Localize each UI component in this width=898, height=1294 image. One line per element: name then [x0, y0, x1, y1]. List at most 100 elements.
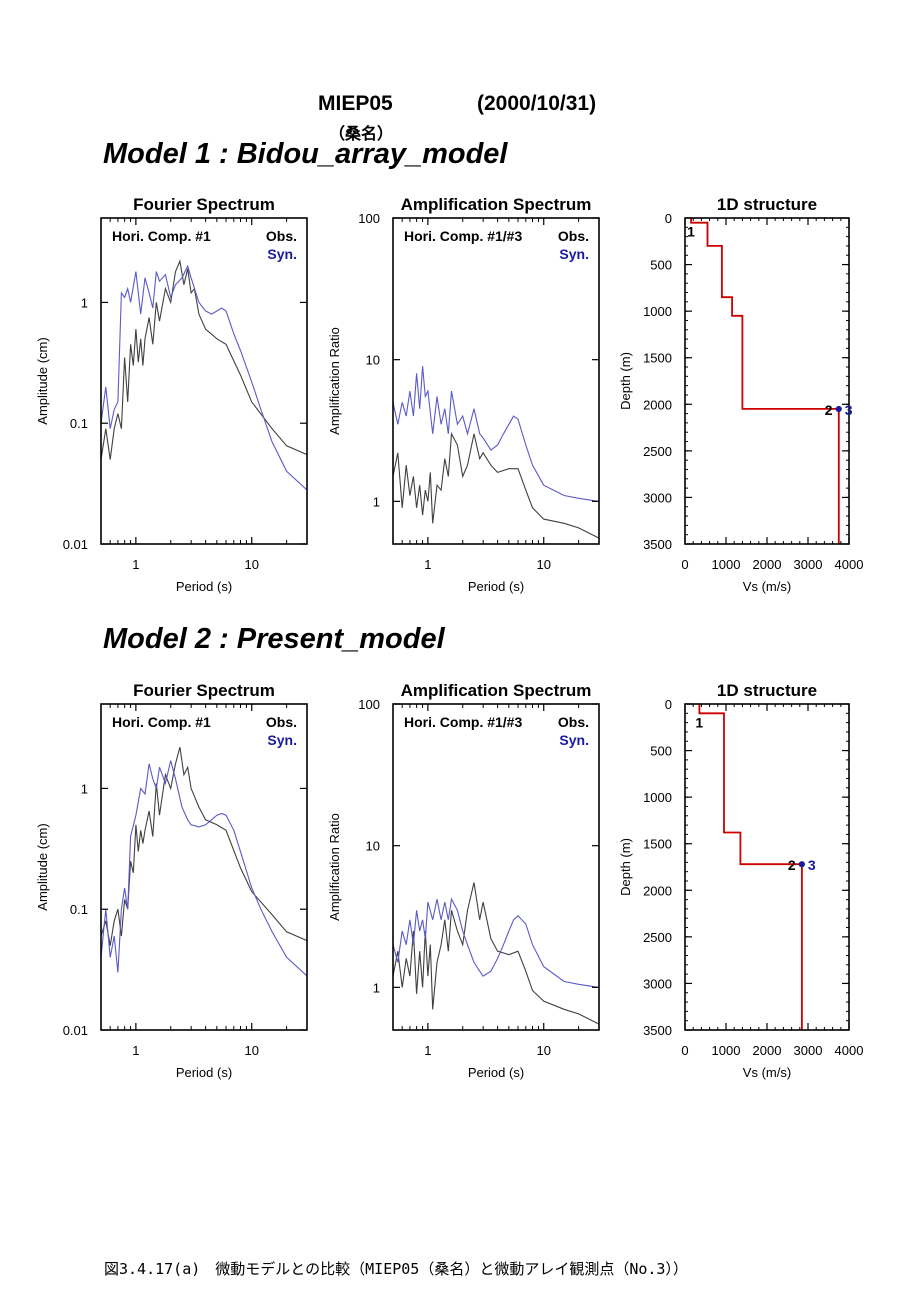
chart-m2-amplification-legend-syn: Syn. [559, 732, 589, 748]
chart-m2-structure-ytick-label: 0 [665, 697, 672, 712]
chart-m2-structure-ytick-label: 3500 [643, 1023, 672, 1038]
chart-m2-amplification-legend-obs: Obs. [558, 714, 589, 730]
chart-m2-structure-xtick-label: 2000 [753, 1043, 782, 1058]
chart-m2-amplification-ytick-label: 10 [366, 839, 380, 854]
chart-m2-fourier-legend-syn: Syn. [267, 732, 297, 748]
chart-m2-amplification-ytick-label: 100 [358, 697, 380, 712]
chart-m1-amplification-ytick-label: 10 [366, 353, 380, 368]
chart-m1-structure-ytick-label: 3000 [643, 490, 672, 505]
chart-m1-structure-ytick-label: 1500 [643, 351, 672, 366]
chart-m1-structure-ytick-label: 0 [665, 211, 672, 226]
chart-m2-structure-ytick-label: 500 [650, 744, 672, 759]
chart-m1-amplification-ytick-label: 100 [358, 211, 380, 226]
chart-m1-fourier-frame [100, 217, 308, 545]
chart-m1-amplification-xtick-label: 1 [424, 557, 431, 572]
chart-m2-fourier-xlabel: Period (s) [176, 1065, 232, 1080]
chart-m2-structure-annotation-3: 3 [808, 857, 816, 873]
chart-m2-fourier-ylabel: Amplitude (cm) [35, 823, 50, 910]
chart-m2-structure-title: 1D structure [717, 681, 817, 700]
chart-m2-structure-ytick-label: 1000 [643, 790, 672, 805]
chart-m1-structure-ytick-label: 1000 [643, 304, 672, 319]
chart-m2-amplification-xtick-label: 10 [536, 1043, 550, 1058]
model-2-title: Model 2 : Present_model [103, 623, 445, 655]
chart-m1-structure-series-vs-profile [690, 218, 840, 544]
chart-m1-structure-annotation-1: 1 [687, 224, 695, 240]
chart-m1-structure-ytick-label: 500 [650, 258, 672, 273]
chart-m2-fourier-frame [100, 703, 308, 1031]
chart-m1-structure-xtick-label: 1000 [712, 557, 741, 572]
chart-m1-fourier-series-syn [101, 264, 307, 491]
chart-m2-amplification-inner-label: Hori. Comp. #1/#3 [404, 714, 522, 730]
chart-m2-structure-frame [684, 703, 850, 1031]
station-code: MIEP05 [318, 92, 393, 115]
chart-m1-fourier-xtick-label: 10 [244, 557, 258, 572]
figure-caption: 図3.4.17(a) 微動モデルとの比較（MIEP05（桑名）と微動アレイ観測点… [104, 1260, 688, 1278]
chart-m2-structure [684, 703, 850, 1031]
chart-m1-amplification-series-syn [393, 366, 599, 502]
chart-m2-structure-series-vs-profile [698, 704, 803, 1030]
chart-m2-fourier [100, 703, 308, 1031]
chart-m1-amplification-series-obs [393, 431, 599, 539]
chart-m1-fourier [100, 217, 308, 545]
chart-m1-fourier-inner-label: Hori. Comp. #1 [112, 228, 211, 244]
chart-m2-structure-xtick-label: 1000 [712, 1043, 741, 1058]
chart-m2-amplification-series-syn [393, 897, 599, 988]
chart-m1-amplification [392, 217, 600, 545]
chart-m1-fourier-ytick-label: 0.1 [70, 416, 88, 431]
chart-m1-structure-xtick-label: 4000 [835, 557, 864, 572]
chart-m2-amplification-xtick-label: 1 [424, 1043, 431, 1058]
chart-m1-structure-xlabel: Vs (m/s) [743, 579, 791, 594]
chart-m1-fourier-ytick-label: 0.01 [63, 537, 88, 552]
chart-m2-structure-ytick-label: 2500 [643, 930, 672, 945]
chart-m1-fourier-title: Fourier Spectrum [133, 195, 275, 214]
chart-m1-amplification-xtick-label: 10 [536, 557, 550, 572]
chart-m1-fourier-legend-syn: Syn. [267, 246, 297, 262]
chart-m2-fourier-xtick-label: 10 [244, 1043, 258, 1058]
chart-m2-structure-annotation-1: 1 [695, 714, 703, 730]
chart-m1-structure-frame [684, 217, 850, 545]
chart-m1-structure-ylabel: Depth (m) [618, 352, 633, 410]
chart-m1-amplification-xlabel: Period (s) [468, 579, 524, 594]
chart-m1-fourier-ytick-label: 1 [81, 295, 88, 310]
chart-m1-fourier-xtick-label: 1 [132, 557, 139, 572]
chart-m2-amplification-xlabel: Period (s) [468, 1065, 524, 1080]
chart-m2-fourier-xtick-label: 1 [132, 1043, 139, 1058]
chart-m2-structure-ytick-label: 1500 [643, 837, 672, 852]
chart-m1-amplification-ylabel: Amplification Ratio [327, 327, 342, 435]
chart-m1-fourier-legend-obs: Obs. [266, 228, 297, 244]
chart-m2-fourier-series-syn [101, 760, 307, 977]
chart-m1-structure-ytick-label: 2000 [643, 397, 672, 412]
chart-m2-structure-xtick-label: 0 [681, 1043, 688, 1058]
chart-m1-structure [684, 217, 850, 545]
chart-m2-structure-ylabel: Depth (m) [618, 838, 633, 896]
model-1-title: Model 1 : Bidou_array_model [103, 138, 508, 170]
chart-m1-structure-annotation-2: 2 [825, 402, 833, 418]
chart-m1-amplification-inner-label: Hori. Comp. #1/#3 [404, 228, 522, 244]
chart-m2-amplification-series-obs [393, 882, 599, 1025]
chart-m1-structure-marker-3 [835, 405, 842, 412]
chart-m1-structure-annotation-3: 3 [845, 402, 853, 418]
chart-m1-structure-xtick-label: 3000 [794, 557, 823, 572]
chart-m1-amplification-ytick-label: 1 [373, 494, 380, 509]
chart-m2-structure-xtick-label: 4000 [835, 1043, 864, 1058]
chart-m2-amplification-frame [392, 703, 600, 1031]
chart-m1-structure-xtick-label: 2000 [753, 557, 782, 572]
chart-m2-fourier-ytick-label: 1 [81, 781, 88, 796]
chart-m2-amplification-ylabel: Amplification Ratio [327, 813, 342, 921]
chart-m1-structure-ytick-label: 3500 [643, 537, 672, 552]
chart-m2-fourier-ytick-label: 0.1 [70, 902, 88, 917]
chart-m1-amplification-legend-syn: Syn. [559, 246, 589, 262]
chart-m2-fourier-title: Fourier Spectrum [133, 681, 275, 700]
chart-m2-fourier-series-obs [101, 746, 307, 946]
chart-m2-structure-xlabel: Vs (m/s) [743, 1065, 791, 1080]
chart-m1-structure-title: 1D structure [717, 195, 817, 214]
observation-date: (2000/10/31) [477, 92, 597, 115]
chart-m2-structure-xtick-label: 3000 [794, 1043, 823, 1058]
chart-m2-amplification-ytick-label: 1 [373, 980, 380, 995]
chart-m2-structure-ytick-label: 2000 [643, 883, 672, 898]
chart-m2-amplification-title: Amplification Spectrum [401, 681, 592, 700]
chart-m1-structure-xtick-label: 0 [681, 557, 688, 572]
chart-m2-fourier-legend-obs: Obs. [266, 714, 297, 730]
chart-m1-amplification-frame [392, 217, 600, 545]
